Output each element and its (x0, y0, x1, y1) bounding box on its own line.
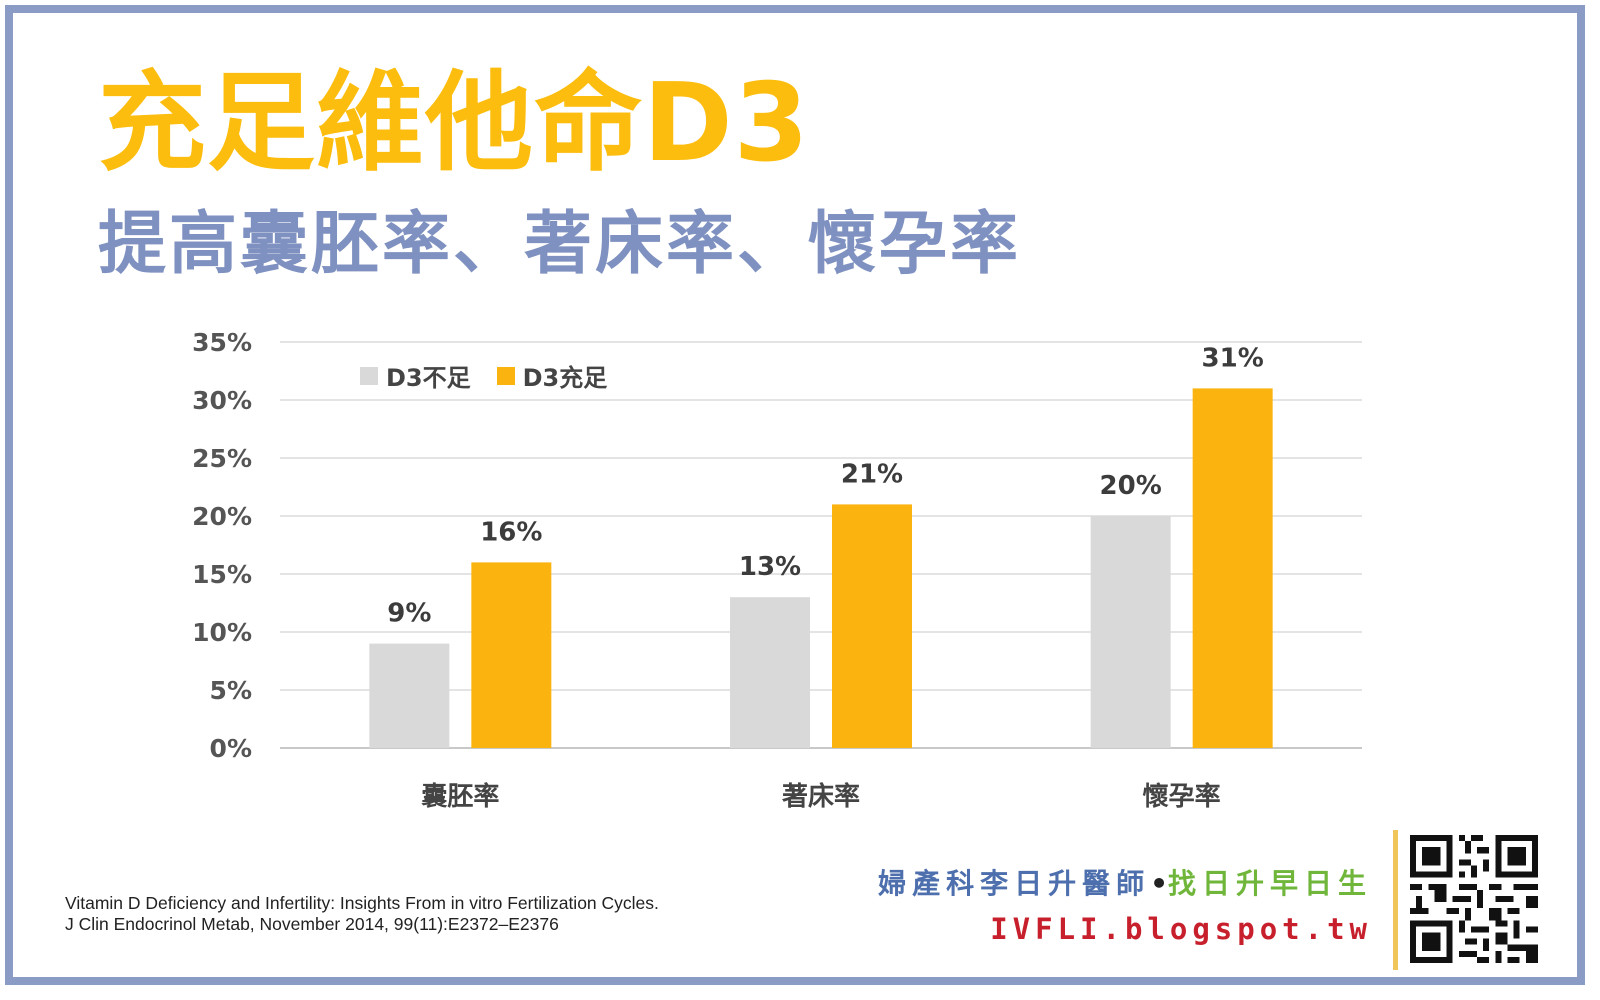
x-tick-label: 著床率 (781, 781, 860, 812)
y-tick-label: 15% (192, 560, 252, 589)
data-label: 13% (739, 552, 801, 582)
citation: Vitamin D Deficiency and Infertility: In… (65, 893, 659, 935)
x-tick-label: 懷孕率 (1143, 781, 1221, 812)
credit-slogan: 找日升早日生 (1167, 867, 1372, 900)
legend-swatch-d3-low (360, 366, 378, 385)
credit-line: 婦產科李日升醫師•找日升早日生 (878, 862, 1372, 902)
citation-title: Vitamin D Deficiency and Infertility: In… (65, 893, 659, 913)
y-tick-label: 20% (192, 502, 252, 531)
bar (1192, 388, 1273, 748)
citation-journal: J Clin Endocrinol Metab, November 2014, … (65, 914, 559, 934)
legend-item-d3-low: D3不足 (360, 358, 471, 393)
divider-line (1393, 830, 1398, 970)
data-label: 16% (480, 517, 542, 547)
x-tick-label: 囊胚率 (420, 781, 499, 812)
bar (369, 643, 450, 748)
y-tick-label: 5% (210, 676, 252, 705)
site-link[interactable]: IVFLI.blogspot.tw (990, 912, 1372, 946)
bar (832, 504, 912, 748)
credit-block: 婦產科李日升醫師•找日升早日生 IVFLI.blogspot.tw (878, 862, 1372, 946)
legend-label-d3-low: D3不足 (386, 364, 471, 392)
qr-code-icon[interactable] (1410, 835, 1538, 963)
bar (730, 597, 810, 748)
y-tick-label: 30% (192, 386, 252, 415)
data-label: 21% (841, 459, 903, 489)
legend-item-d3-high: D3充足 (496, 358, 608, 393)
page-title: 充足維他命D3 (98, 61, 810, 186)
y-tick-label: 0% (210, 734, 252, 763)
legend-label-d3-high: D3充足 (522, 364, 608, 392)
y-tick-label: 35% (192, 328, 252, 357)
poster-frame (5, 5, 1585, 985)
page-subtitle: 提高囊胚率、著床率、懷孕率 (98, 205, 1022, 284)
credit-separator: • (1150, 867, 1168, 900)
chart-legend: D3不足 D3充足 (360, 358, 607, 393)
data-label: 9% (387, 599, 431, 629)
y-tick-label: 10% (192, 618, 252, 647)
bar (1090, 516, 1171, 748)
legend-swatch-d3-high (496, 366, 515, 385)
credit-name: 婦產科李日升醫師 (878, 867, 1151, 900)
bar (471, 562, 552, 748)
data-label: 31% (1202, 343, 1264, 373)
y-tick-label: 25% (192, 444, 252, 473)
data-label: 20% (1100, 471, 1162, 501)
